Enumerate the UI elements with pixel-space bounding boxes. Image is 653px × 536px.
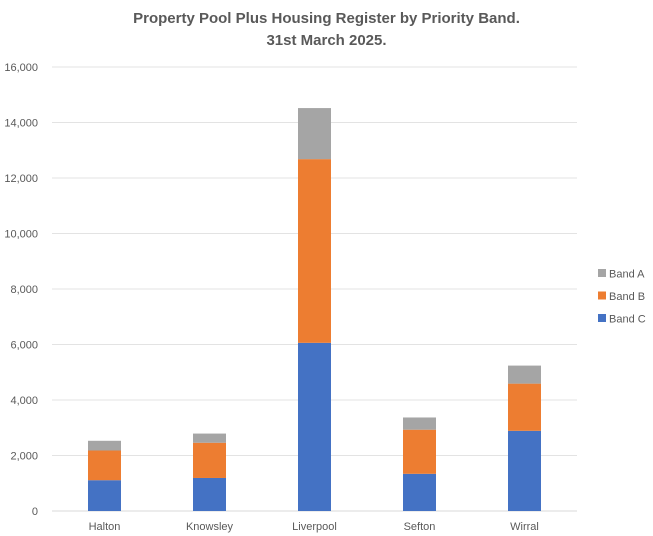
x-tick-label: Wirral: [510, 521, 539, 533]
bar-band-a-halton: [88, 440, 121, 451]
axes: 0 2,000 4,000 6,000 8,000 10,000 12,000 14,000 1…: [4, 62, 539, 533]
bar-band-a-wirral: [508, 365, 541, 384]
x-tick-label: Sefton: [404, 521, 436, 533]
bars: [88, 108, 541, 511]
y-tick-label: 8,000: [10, 284, 38, 296]
legend-swatch: [598, 291, 606, 300]
y-tick-label: 12,000: [4, 173, 38, 185]
y-tick-label: 4,000: [10, 395, 38, 407]
bar-band-b-knowsley: [193, 442, 226, 478]
y-tick-label: 14,000: [4, 118, 38, 130]
legend-label: Band B: [609, 291, 645, 303]
y-tick-label: 6,000: [10, 340, 38, 352]
legend-swatch: [598, 314, 606, 322]
bar-band-c-liverpool: [298, 342, 331, 511]
bar-band-a-liverpool: [298, 108, 331, 160]
bar-band-c-halton: [88, 480, 121, 511]
x-tick-label: Knowsley: [186, 521, 234, 533]
chart-title-block: Property Pool Plus Housing Register by P…: [0, 8, 653, 52]
bar-band-b-wirral: [508, 383, 541, 431]
y-tick-label: 16,000: [4, 62, 38, 74]
bar-band-a-knowsley: [193, 433, 226, 443]
bar-band-c-sefton: [403, 473, 436, 511]
bar-band-c-wirral: [508, 430, 541, 511]
chart-subtitle: 31st March 2025.: [266, 32, 387, 49]
x-tick-label: Liverpool: [292, 521, 337, 533]
y-tick-label: 2,000: [10, 451, 38, 463]
bar-band-b-sefton: [403, 429, 436, 474]
bar-band-c-knowsley: [193, 477, 226, 511]
y-tick-label: 10,000: [4, 229, 38, 241]
y-tick-label: 0: [32, 506, 38, 518]
bar-band-b-liverpool: [298, 159, 331, 343]
x-tick-label: Halton: [89, 521, 121, 533]
legend: Band A Band B Band C: [598, 269, 646, 326]
bar-band-b-halton: [88, 450, 121, 481]
legend-label: Band C: [609, 314, 646, 326]
chart-title: Property Pool Plus Housing Register by P…: [133, 10, 520, 27]
legend-label: Band A: [609, 269, 645, 281]
legend-swatch: [598, 269, 606, 277]
bar-band-a-sefton: [403, 417, 436, 430]
